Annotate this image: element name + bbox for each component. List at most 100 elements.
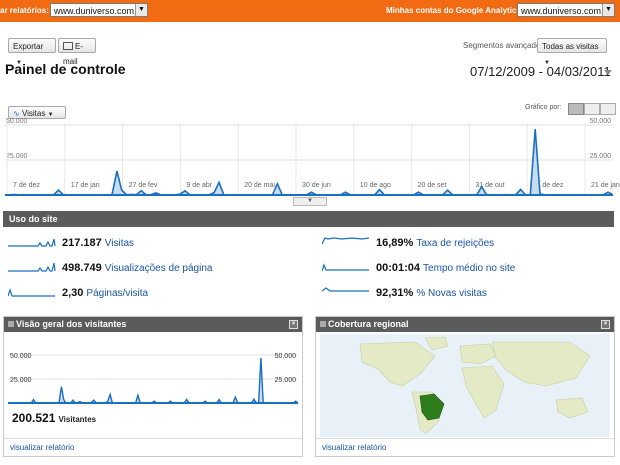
usage-metric-label[interactable]: Visitas — [104, 238, 135, 249]
segments-select[interactable]: Todas as visitas ▼ — [537, 38, 607, 66]
close-icon[interactable]: × — [289, 320, 298, 329]
x-tick-label: 7 de dez — [13, 182, 40, 189]
sparkline-icon — [321, 287, 369, 292]
chevron-down-icon: ▼ — [16, 60, 22, 66]
export-button[interactable]: Exportar ▼ — [8, 38, 56, 66]
date-range[interactable]: 07/12/2009 - 04/03/2011 — [470, 64, 611, 79]
graph-month-button[interactable] — [600, 103, 616, 115]
usage-metric-label[interactable]: Taxa de rejeições — [416, 238, 495, 249]
sparkline-icon — [321, 237, 370, 245]
usage-metric: 92,31%% Novas visitas — [321, 286, 487, 299]
chevron-down-icon: ▼ — [602, 4, 614, 16]
account-select[interactable]: www.duniverso.com.br ▼ — [517, 3, 615, 17]
usage-metric-value: 2,30 — [62, 287, 84, 299]
usage-metric: 498.749 Visualizações de página — [8, 261, 212, 274]
regional-coverage-title: Cobertura regional — [328, 319, 409, 329]
sparkline-icon — [8, 238, 56, 247]
regional-coverage-panel: Cobertura regional × visualizar relatóri… — [315, 316, 615, 457]
visitors-overview-panel: Visão geral dos visitantes × 50.000 50.00… — [3, 316, 303, 457]
visitors-total-label: Visitantes — [58, 415, 97, 424]
page-title: Painel de controle — [5, 61, 126, 77]
brazil-shape — [419, 393, 445, 421]
graph-day-button[interactable] — [568, 103, 584, 115]
chevron-down-icon: ▼ — [135, 4, 147, 16]
graph-by-label: Gráfico por: — [525, 104, 562, 111]
usage-metric: 00:01:04 Tempo médio no site — [321, 261, 516, 274]
y-tick-label-right: 50.000 — [275, 353, 297, 360]
europe-shape — [459, 343, 497, 365]
account-select-value: www.duniverso.com.br — [521, 6, 612, 16]
regional-coverage-header: Cobertura regional × — [316, 317, 614, 332]
site-select[interactable]: www.duniverso.com.br/ ▼ — [50, 3, 148, 17]
visitors-overview-header: Visão geral dos visitantes × — [4, 317, 302, 332]
x-tick-label: 20 de mai — [244, 182, 275, 189]
y-tick-label-right: 25.000 — [590, 153, 612, 160]
sparkline-icon — [8, 262, 56, 272]
graph-week-button[interactable] — [584, 103, 600, 115]
top-bar: ar relatórios: www.duniverso.com.br/ ▼ M… — [0, 0, 620, 22]
line-chart-icon: ∿ — [13, 109, 20, 118]
visitors-overview-title: Visão geral dos visitantes — [16, 319, 127, 329]
chevron-down-icon[interactable] — [604, 70, 612, 75]
drag-handle-icon[interactable] — [8, 321, 14, 327]
drag-handle-icon[interactable] — [320, 321, 326, 327]
y-tick-label-left: 50.000 — [10, 353, 32, 360]
visits-chart: 50.000 50.000 25.000 25.000 7 de dez 17 de ja… — [5, 118, 620, 196]
site-select-value: www.duniverso.com.br/ — [54, 6, 148, 16]
world-map[interactable] — [320, 334, 610, 437]
usage-metric-value: 16,89% — [376, 237, 414, 249]
x-tick-label: 21 de jan — [591, 182, 620, 189]
x-tick-label: 20 de set — [418, 182, 447, 189]
chevron-down-icon: ▼ — [544, 60, 550, 66]
usage-metric-label[interactable]: Tempo médio no site — [423, 263, 516, 274]
x-tick-label: 10 de ago — [360, 182, 391, 189]
reports-label: ar relatórios: — [0, 6, 49, 15]
chart-plot-area — [5, 123, 613, 195]
email-button[interactable]: E-mail — [58, 38, 96, 66]
x-tick-label: 17 de jan — [71, 182, 100, 189]
segments-label: Segmentos avançados: — [463, 41, 547, 50]
accounts-label: Minhas contas do Google Analytics: — [386, 6, 524, 15]
chart-collapse-handle[interactable]: ▼ — [293, 197, 327, 206]
export-label: Exportar — [13, 42, 44, 51]
sparkline-icon — [7, 288, 55, 297]
usage-metric: 16,89% Taxa de rejeições — [321, 236, 495, 249]
x-tick-label: 31 de out — [475, 182, 504, 189]
sparkline-icon — [321, 263, 369, 272]
y-tick-label-left: 25.000 — [6, 153, 28, 160]
visitors-total: 200.521 Visitantes — [12, 411, 96, 425]
visitors-mini-chart: 50.000 50.000 25.000 25.000 — [8, 353, 299, 404]
visitors-view-report-link[interactable]: visualizar relatório — [10, 443, 75, 452]
segments-value: Todas as visitas — [542, 42, 599, 51]
usage-metric-label[interactable]: Páginas/visita — [86, 288, 149, 299]
usage-metric-value: 92,31% — [376, 287, 414, 299]
x-tick-label: 27 de fev — [129, 182, 158, 189]
usage-metric: 217.187 Visitas — [8, 236, 134, 249]
usage-metric-label[interactable]: % Novas visitas — [416, 288, 487, 299]
north-america-shape — [359, 341, 436, 387]
y-tick-label-left: 25.000 — [10, 377, 32, 384]
usage-metric: 2,30 Páginas/visita — [7, 286, 149, 299]
x-tick-label: 11 de dez — [533, 182, 564, 189]
asia-shape — [491, 341, 591, 387]
y-tick-label-right: 50.000 — [590, 118, 612, 125]
metric-select[interactable]: ∿ Visitas ▼ — [8, 106, 66, 119]
x-tick-label: 30 de jun — [302, 182, 331, 189]
australia-shape — [555, 397, 589, 419]
metric-select-value: Visitas — [21, 109, 46, 118]
chevron-down-icon: ▼ — [47, 112, 54, 118]
africa-shape — [461, 365, 505, 419]
regional-view-report-link[interactable]: visualizar relatório — [322, 443, 387, 452]
visitors-area — [8, 357, 298, 403]
visitors-line — [8, 357, 299, 404]
visitors-total-value: 200.521 — [12, 411, 56, 425]
usage-metric-label[interactable]: Visualizações de página — [104, 263, 213, 274]
x-tick-label: 9 de abr — [186, 182, 212, 189]
usage-metric-value: 217.187 — [62, 237, 102, 249]
site-usage-header: Uso do site — [3, 211, 614, 227]
envelope-icon — [63, 42, 73, 50]
greenland-shape — [424, 336, 449, 351]
email-label: E-mail — [63, 42, 83, 66]
close-icon[interactable]: × — [601, 320, 610, 329]
y-tick-label-right: 25.000 — [275, 377, 297, 384]
